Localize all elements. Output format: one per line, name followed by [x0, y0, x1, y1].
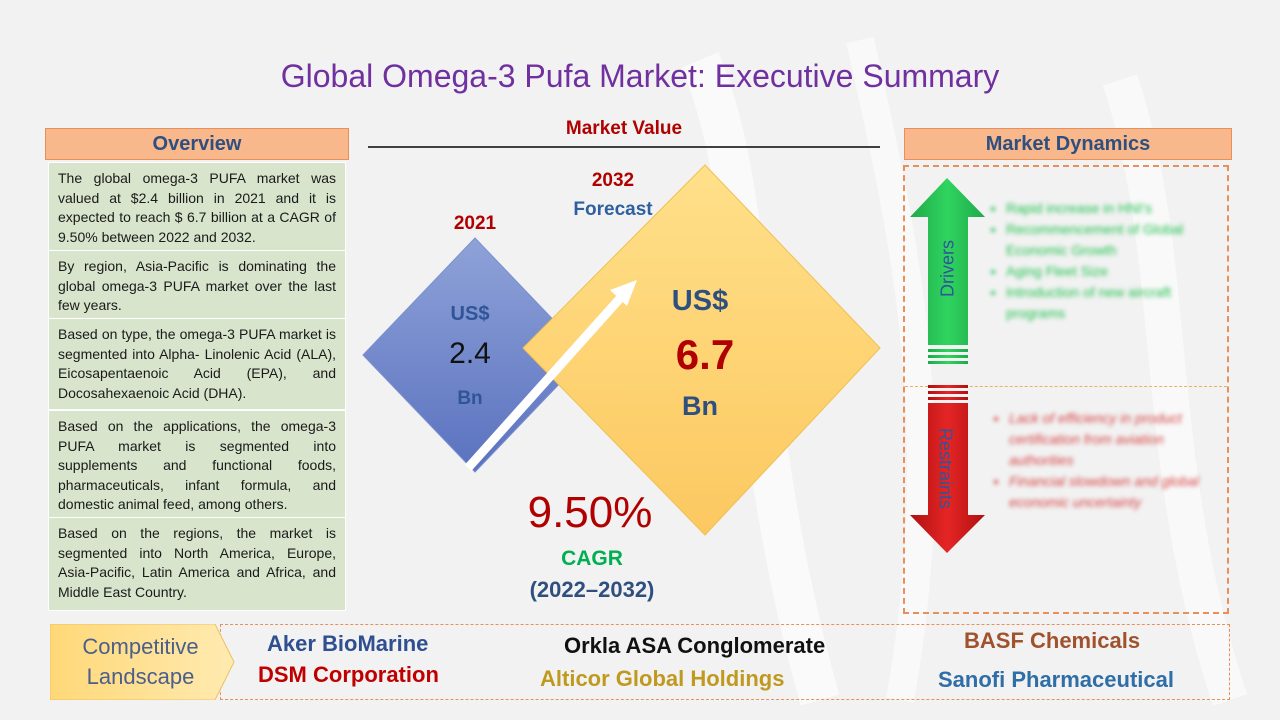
drivers-list: Rapid increase in HNI's Recommencement o…	[990, 198, 1216, 324]
base-unit: Bn	[457, 388, 483, 409]
company-name: Sanofi Pharmaceutical	[938, 667, 1174, 692]
base-value: 2.4	[449, 337, 491, 370]
cagr-label: CAGR	[561, 547, 623, 570]
forecast-diamond	[522, 164, 881, 536]
company-name: Orkla ASA Conglomerate	[564, 633, 826, 658]
competitive-landscape-label: Competitive Landscape	[58, 632, 223, 692]
market-value-heading: Market Value	[565, 118, 683, 139]
competitive-label-shape	[50, 624, 235, 700]
list-item: Introduction of new aircraft programs	[1006, 282, 1216, 324]
overview-paragraph: Based on the applications, the omega-3 P…	[48, 410, 346, 522]
list-item: Recommencement of Global Economic Growth	[1006, 219, 1216, 261]
page-title: Global Omega-3 Pufa Market: Executive Su…	[280, 58, 1000, 94]
company-name: Alticor Global Holdings	[540, 666, 785, 691]
forecast-value: 6.7	[675, 331, 735, 378]
competitive-label-line: Landscape	[86, 664, 195, 689]
base-currency: US$	[450, 303, 490, 325]
list-item: Financial slowdown and global economic u…	[1009, 471, 1224, 513]
overview-paragraph: Based on the regions, the market is segm…	[48, 517, 346, 611]
cagr-period: (2022–2032)	[529, 577, 655, 602]
growth-arrow	[464, 291, 627, 472]
competitive-label-line: Competitive	[82, 634, 199, 659]
forecast-label: Forecast	[573, 199, 653, 220]
list-item: Rapid increase in HNI's	[1006, 198, 1216, 219]
restraints-arrow-icon	[910, 403, 985, 553]
overview-paragraph: By region, Asia-Pacific is dominating th…	[48, 250, 346, 323]
overview-paragraph: Based on type, the omega-3 PUFA market i…	[48, 318, 346, 410]
list-item: Aging Fleet Size	[1006, 261, 1216, 282]
restraints-list: Lack of efficiency in product certificat…	[993, 408, 1224, 513]
company-name: BASF Chemicals	[964, 628, 1141, 653]
company-name: DSM Corporation	[258, 662, 439, 687]
overview-heading: Overview	[45, 128, 349, 160]
base-year: 2021	[453, 213, 497, 234]
forecast-currency: US$	[671, 285, 729, 317]
restraints-label: Restraints	[935, 427, 956, 510]
market-value-divider	[368, 146, 880, 148]
dynamics-arrows	[910, 178, 985, 553]
overview-paragraph: The global omega-3 PUFA market was value…	[48, 162, 346, 254]
drivers-label: Drivers	[937, 240, 958, 297]
forecast-year: 2032	[591, 170, 635, 191]
list-item: Lack of efficiency in product certificat…	[1009, 408, 1224, 471]
forecast-unit: Bn	[682, 391, 718, 421]
drivers-arrow-icon	[910, 178, 985, 345]
market-value-diamonds	[362, 164, 881, 536]
market-dynamics-heading: Market Dynamics	[904, 128, 1232, 160]
cagr-value: 9.50%	[527, 488, 653, 537]
company-name: Aker BioMarine	[267, 631, 429, 656]
market-dynamics-panel	[903, 165, 1229, 614]
base-year-diamond	[362, 237, 588, 473]
dynamics-divider	[905, 386, 1227, 387]
growth-arrow-head	[610, 280, 637, 306]
